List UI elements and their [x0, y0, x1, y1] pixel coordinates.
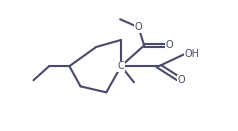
Text: OH: OH [185, 49, 200, 59]
Text: O: O [165, 40, 173, 50]
Text: O: O [177, 75, 185, 85]
Text: O: O [135, 22, 142, 32]
Text: C: C [118, 61, 124, 71]
